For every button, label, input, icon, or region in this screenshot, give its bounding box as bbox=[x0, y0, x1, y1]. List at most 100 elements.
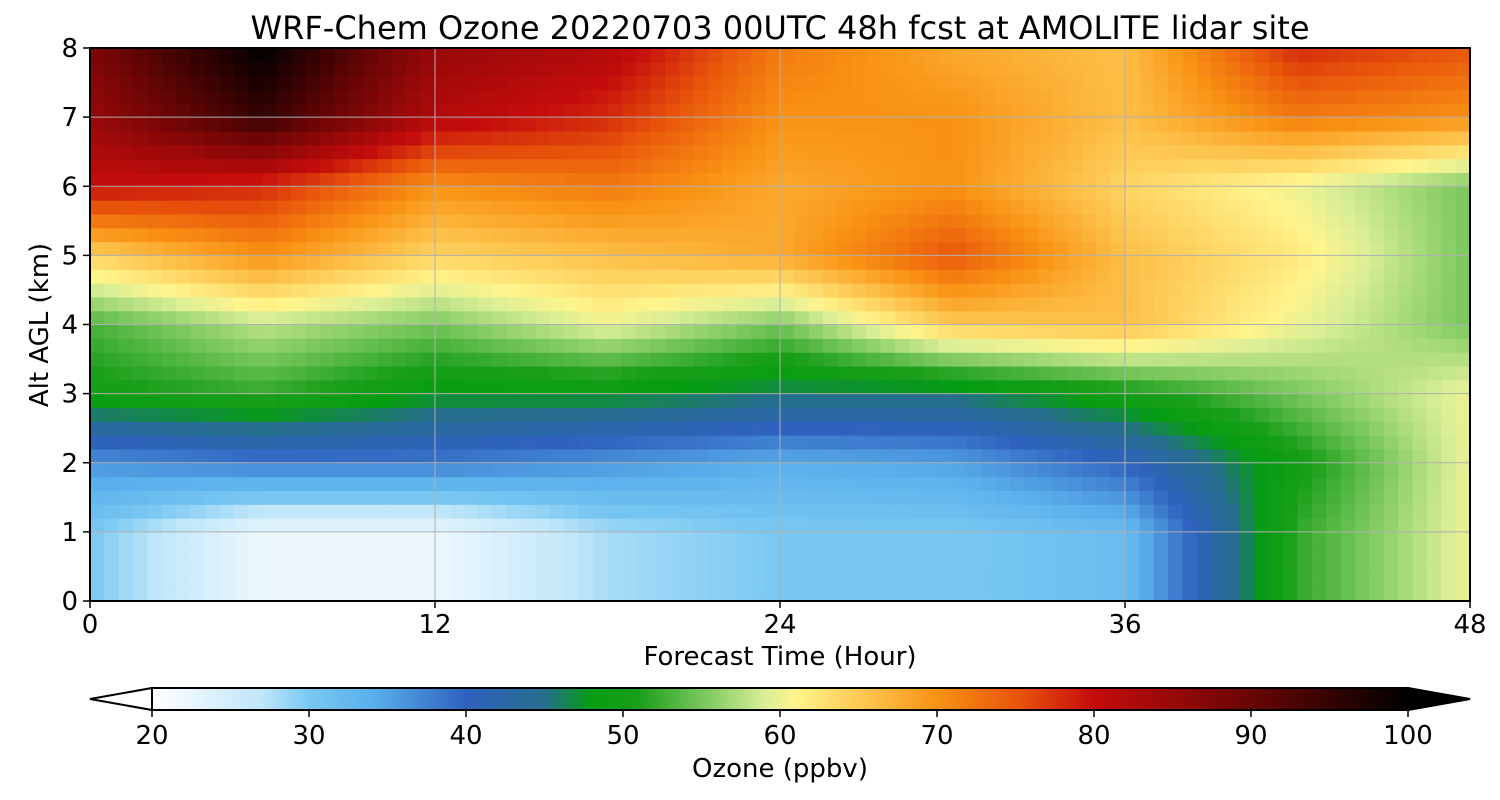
heatmap-cell bbox=[535, 531, 551, 547]
heatmap-cell bbox=[291, 365, 307, 381]
heatmap-cell bbox=[765, 186, 781, 201]
heatmap-cell bbox=[1268, 504, 1284, 519]
heatmap-cell bbox=[521, 117, 537, 132]
heatmap-cell bbox=[1153, 421, 1169, 436]
heatmap-cell bbox=[420, 89, 436, 104]
heatmap-cell bbox=[1369, 393, 1385, 409]
heatmap-cell bbox=[636, 227, 652, 243]
heatmap-cell bbox=[880, 213, 896, 229]
heatmap-cell bbox=[1297, 296, 1313, 312]
heatmap-cell bbox=[650, 352, 666, 367]
heatmap-cell bbox=[550, 172, 565, 187]
heatmap-cell bbox=[320, 158, 335, 174]
heatmap-cell bbox=[176, 338, 192, 353]
heatmap-cell bbox=[550, 200, 565, 215]
heatmap-cell bbox=[334, 61, 350, 77]
heatmap-cell bbox=[607, 324, 623, 339]
heatmap-cell bbox=[276, 48, 292, 63]
heatmap-cell bbox=[621, 531, 637, 547]
heatmap-cell bbox=[808, 89, 824, 104]
heatmap-cell bbox=[837, 241, 853, 256]
heatmap-cell bbox=[133, 545, 149, 561]
heatmap-cell bbox=[636, 324, 652, 339]
heatmap-cell bbox=[1053, 476, 1069, 491]
heatmap-cell bbox=[276, 324, 292, 339]
heatmap-cell bbox=[1081, 48, 1097, 63]
heatmap-cell bbox=[1326, 89, 1342, 104]
heatmap-cell bbox=[665, 573, 680, 588]
heatmap-cell bbox=[190, 186, 206, 201]
heatmap-cell bbox=[1412, 462, 1428, 478]
heatmap-cell bbox=[981, 130, 997, 146]
heatmap-cell bbox=[1297, 587, 1313, 601]
heatmap-cell bbox=[521, 283, 537, 298]
heatmap-cell bbox=[736, 393, 752, 409]
heatmap-cell bbox=[435, 75, 450, 91]
heatmap-cell bbox=[219, 352, 235, 367]
heatmap-cell bbox=[1139, 448, 1155, 464]
heatmap-cell bbox=[1125, 338, 1140, 353]
heatmap-cell bbox=[895, 75, 910, 91]
heatmap-cell bbox=[1297, 338, 1313, 353]
heatmap-cell bbox=[808, 117, 824, 132]
heatmap-cell bbox=[492, 130, 508, 146]
heatmap-cell bbox=[880, 448, 896, 464]
heatmap-cell bbox=[118, 504, 134, 519]
heatmap-cell bbox=[895, 269, 910, 284]
heatmap-cell bbox=[1196, 573, 1212, 588]
heatmap-cell bbox=[1441, 144, 1457, 160]
heatmap-cell bbox=[593, 255, 609, 270]
heatmap-cell bbox=[578, 531, 594, 547]
heatmap-cell bbox=[1096, 283, 1112, 298]
heatmap-cell bbox=[363, 61, 379, 77]
heatmap-cell bbox=[1340, 448, 1356, 464]
heatmap-cell bbox=[118, 48, 134, 63]
heatmap-cell bbox=[593, 435, 609, 450]
heatmap-cell bbox=[1355, 89, 1370, 104]
heatmap-cell bbox=[938, 186, 954, 201]
heatmap-cell bbox=[938, 462, 954, 478]
heatmap-cell bbox=[262, 518, 278, 533]
heatmap-cell bbox=[909, 296, 925, 312]
heatmap-cell bbox=[693, 227, 709, 243]
heatmap-cell bbox=[1283, 48, 1299, 63]
heatmap-cell bbox=[1441, 421, 1457, 436]
heatmap-cell bbox=[923, 324, 939, 339]
heatmap-cell bbox=[1326, 158, 1342, 174]
heatmap-cell bbox=[320, 186, 335, 201]
heatmap-cell bbox=[564, 504, 580, 519]
heatmap-cell bbox=[751, 462, 767, 478]
heatmap-cell bbox=[205, 379, 220, 395]
heatmap-cell bbox=[923, 61, 939, 77]
heatmap-cell bbox=[334, 310, 350, 326]
heatmap-cell bbox=[1067, 448, 1083, 464]
heatmap-cell bbox=[1297, 435, 1313, 450]
heatmap-cell bbox=[276, 213, 292, 229]
heatmap-cell bbox=[521, 559, 537, 574]
heatmap-cell bbox=[205, 476, 220, 491]
heatmap-cell bbox=[90, 379, 105, 395]
heatmap-cell bbox=[391, 48, 407, 63]
heatmap-cell bbox=[909, 518, 925, 533]
heatmap-cell bbox=[1326, 545, 1342, 561]
heatmap-cell bbox=[593, 476, 609, 491]
heatmap-cell bbox=[1182, 48, 1198, 63]
heatmap-cell bbox=[334, 213, 350, 229]
heatmap-cell bbox=[449, 200, 465, 215]
heatmap-cell bbox=[780, 172, 795, 187]
heatmap-cell bbox=[1254, 186, 1270, 201]
heatmap-cell bbox=[1010, 158, 1025, 174]
heatmap-cell bbox=[1426, 545, 1442, 561]
heatmap-cell bbox=[90, 476, 105, 491]
heatmap-cell bbox=[636, 448, 652, 464]
heatmap-cell bbox=[463, 490, 479, 505]
heatmap-cell bbox=[176, 518, 192, 533]
heatmap-cell bbox=[1110, 103, 1126, 118]
heatmap-cell bbox=[535, 435, 551, 450]
heatmap-cell bbox=[1455, 559, 1470, 574]
heatmap-cell bbox=[650, 365, 666, 381]
heatmap-cell bbox=[1182, 117, 1198, 132]
heatmap-cell bbox=[780, 241, 795, 256]
heatmap-cell bbox=[248, 324, 264, 339]
heatmap-cell bbox=[1355, 310, 1370, 326]
